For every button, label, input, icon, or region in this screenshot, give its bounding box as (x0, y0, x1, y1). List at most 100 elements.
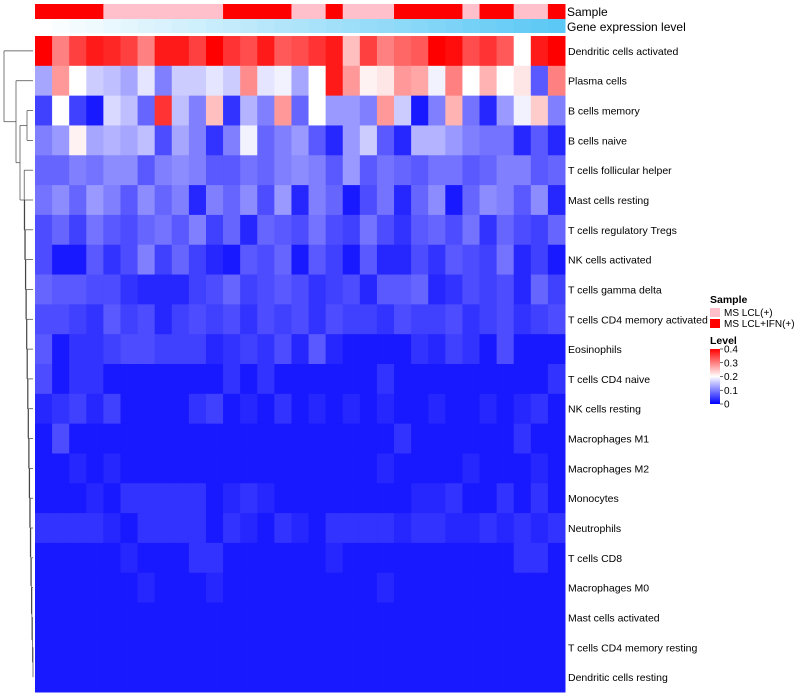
heatmap-cell (257, 393, 275, 425)
heatmap-cell (171, 95, 190, 126)
heatmap-cell (513, 453, 532, 484)
heatmap-cell (376, 483, 395, 514)
heatmap-cell (547, 36, 566, 67)
heatmap-cell (188, 274, 207, 305)
heatmap-cell (223, 453, 241, 484)
heatmap-cell (291, 36, 310, 67)
expression-annotation-cell (274, 19, 292, 33)
heatmap-cell (86, 572, 104, 604)
heatmap-cell (547, 185, 566, 216)
expression-annotation-cell (171, 19, 190, 33)
heatmap-cell (86, 304, 104, 335)
heatmap-cell (530, 393, 549, 425)
heatmap-cell (52, 304, 70, 335)
heatmap-cell (308, 65, 327, 97)
heatmap-cell (120, 95, 139, 126)
heatmap-cell (547, 334, 566, 365)
heatmap-cell (411, 542, 429, 574)
heatmap-cell (154, 214, 173, 246)
heatmap-cell (223, 572, 241, 604)
heatmap-cell (342, 155, 361, 186)
heatmap-cell (394, 423, 412, 454)
heatmap-cell (462, 185, 481, 216)
heatmap-cell (342, 95, 361, 126)
heatmap-cell (154, 155, 173, 186)
heatmap-cell (188, 572, 207, 604)
heatmap-cell (120, 304, 139, 335)
heatmap-cell (52, 542, 70, 574)
heatmap-cell (359, 65, 378, 97)
heatmap-cell (69, 572, 87, 604)
heatmap-cell (274, 393, 292, 425)
heatmap-cell (86, 155, 104, 186)
heatmap-cell (445, 542, 463, 574)
heatmap-cell (325, 185, 344, 216)
heatmap-cell (171, 155, 190, 186)
heatmap-cell (188, 65, 207, 97)
heatmap-cell (223, 155, 241, 186)
heatmap-cell (35, 364, 53, 395)
heatmap-cell (120, 572, 139, 604)
heatmap-cell (496, 513, 515, 544)
heatmap-cell (35, 214, 53, 246)
expression-annotation-cell (103, 19, 121, 33)
heatmap-cell (52, 36, 70, 67)
heatmap-cell (547, 214, 566, 246)
heatmap-cell (411, 364, 429, 395)
heatmap-cell (445, 364, 463, 395)
heatmap-cell (513, 662, 532, 693)
heatmap-cell (103, 304, 121, 335)
row-labels: Dendritic cells activated Plasma cells B c… (568, 46, 708, 684)
heatmap-cell (428, 65, 446, 97)
heatmap-cell (154, 364, 173, 395)
heatmap-cell (240, 662, 258, 693)
heatmap-cell (479, 274, 498, 305)
heatmap-cell (547, 304, 566, 335)
heatmap-cell (240, 95, 258, 126)
heatmap-cell (154, 95, 173, 126)
heatmap-cell (137, 65, 156, 97)
heatmap-cell (86, 95, 104, 126)
heatmap-cell (325, 334, 344, 365)
heatmap-cell (291, 632, 310, 663)
heatmap-cell (154, 483, 173, 514)
heatmap-cell (308, 483, 327, 514)
heatmap-cell (240, 364, 258, 395)
sample-annotation-cell (291, 4, 310, 19)
heatmap-cell (291, 95, 310, 126)
heatmap-cell (342, 304, 361, 335)
expression-annotation-cell (69, 19, 87, 33)
heatmap-cell (240, 423, 258, 454)
heatmap-cell (223, 95, 241, 126)
heatmap-cell (308, 423, 327, 454)
heatmap-cell (376, 572, 395, 604)
heatmap-cell (411, 214, 429, 246)
heatmap-cell (411, 423, 429, 454)
heatmap-cell (223, 125, 241, 156)
heatmap-cell (86, 453, 104, 484)
heatmap-cells (35, 36, 566, 693)
heatmap-cell (69, 542, 87, 574)
heatmap-cell (69, 393, 87, 425)
heatmap-cell (394, 572, 412, 604)
heatmap-cell (530, 602, 549, 633)
heatmap-cell (428, 185, 446, 216)
sample-annotation-cell (240, 4, 258, 19)
heatmap-cell (103, 662, 121, 693)
heatmap-cell (547, 662, 566, 693)
heatmap-cell (308, 602, 327, 633)
heatmap-cell (547, 423, 566, 454)
heatmap-cell (52, 65, 70, 97)
heatmap-cell (291, 65, 310, 97)
expression-annotation-cell (513, 19, 532, 33)
heatmap-cell (35, 423, 53, 454)
heatmap-cell (445, 185, 463, 216)
row-label: B cells memory (568, 106, 641, 118)
heatmap-cell (35, 274, 53, 305)
heatmap-cell (308, 542, 327, 574)
heatmap-cell (257, 423, 275, 454)
expression-annotation-cell (205, 19, 224, 33)
heatmap-cell (342, 513, 361, 544)
heatmap-cell (394, 513, 412, 544)
heatmap-cell (479, 36, 498, 67)
